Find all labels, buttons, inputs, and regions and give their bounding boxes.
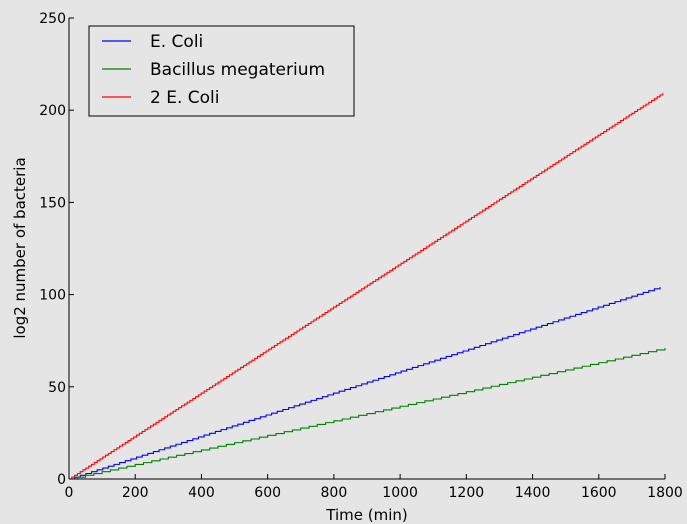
x-tick-label: 800	[321, 485, 348, 501]
y-tick-label: 100	[39, 288, 66, 304]
series-line-2	[69, 348, 666, 480]
x-tick-label: 400	[188, 485, 215, 501]
y-tick-label: 200	[39, 103, 66, 119]
ticks-layer: 0 200 400 600 800 1000 1200 1400 1600 1800 0 50 100 1…	[39, 11, 683, 501]
legend-label-3: 2 E. Coli	[150, 88, 220, 108]
x-tick-label: 1400	[515, 485, 551, 501]
legend-label-2: Bacillus megaterium	[150, 60, 325, 80]
legend-box	[88, 25, 355, 117]
axes-layer	[68, 18, 665, 480]
series-line-3	[69, 93, 664, 480]
x-tick-label: 0	[65, 485, 74, 501]
x-tick-label: 1600	[581, 485, 617, 501]
x-tick-label: 1800	[647, 485, 683, 501]
y-tick-label: 250	[39, 11, 66, 27]
y-tick-label: 0	[57, 472, 66, 488]
y-tick-label: 150	[39, 195, 66, 211]
x-tick-label: 200	[122, 485, 149, 501]
x-tick-label: 1000	[382, 485, 418, 501]
series-line-1	[69, 286, 661, 480]
series-layer	[69, 93, 666, 480]
x-tick-label: 1200	[449, 485, 485, 501]
x-axis-label: Time (min)	[325, 506, 407, 524]
legend: E. Coli Bacillus megaterium 2 E. Coli	[88, 25, 355, 117]
x-tick-label: 600	[254, 485, 281, 501]
y-axis-label: log2 number of bacteria	[11, 157, 29, 338]
legend-label-1: E. Coli	[150, 32, 203, 52]
y-tick-label: 50	[48, 380, 66, 396]
